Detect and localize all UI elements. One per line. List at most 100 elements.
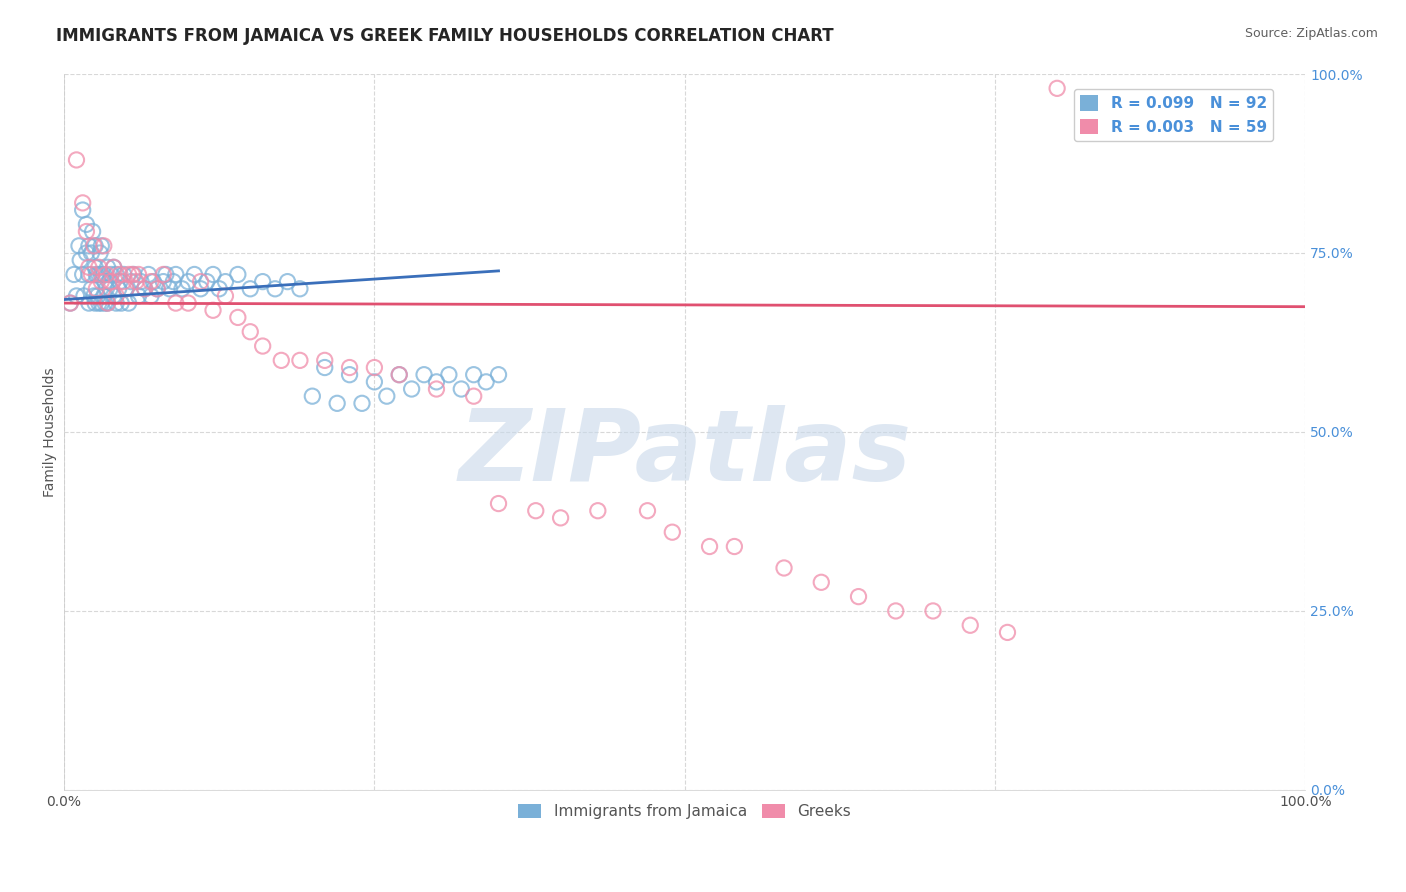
Point — [959, 618, 981, 632]
Point — [177, 275, 200, 289]
Point — [138, 268, 160, 282]
Point — [86, 289, 108, 303]
Point — [121, 268, 143, 282]
Point — [226, 310, 249, 325]
Point — [326, 396, 349, 410]
Point — [80, 246, 103, 260]
Point — [80, 282, 103, 296]
Point — [183, 268, 205, 282]
Point — [586, 504, 609, 518]
Point — [90, 275, 112, 289]
Point — [214, 275, 236, 289]
Point — [103, 289, 125, 303]
Point — [93, 239, 115, 253]
Point — [162, 275, 184, 289]
Point — [139, 289, 162, 303]
Point — [425, 382, 447, 396]
Point — [108, 275, 131, 289]
Point — [699, 540, 721, 554]
Point — [488, 368, 510, 382]
Point — [165, 296, 187, 310]
Point — [165, 268, 187, 282]
Point — [146, 282, 169, 296]
Point — [226, 268, 249, 282]
Point — [463, 389, 485, 403]
Point — [488, 497, 510, 511]
Y-axis label: Family Households: Family Households — [44, 368, 58, 497]
Point — [77, 239, 100, 253]
Point — [129, 275, 152, 289]
Point — [83, 289, 105, 303]
Point — [139, 275, 162, 289]
Point — [773, 561, 796, 575]
Point — [120, 275, 142, 289]
Point — [112, 275, 135, 289]
Point — [63, 268, 86, 282]
Point — [314, 360, 336, 375]
Point — [128, 289, 150, 303]
Point — [105, 289, 128, 303]
Point — [67, 239, 90, 253]
Point — [350, 396, 373, 410]
Point — [90, 239, 112, 253]
Point — [922, 604, 945, 618]
Point — [75, 225, 97, 239]
Point — [108, 268, 131, 282]
Point — [89, 246, 111, 260]
Point — [82, 225, 104, 239]
Point — [72, 195, 94, 210]
Point — [98, 282, 121, 296]
Point — [388, 368, 411, 382]
Point — [177, 296, 200, 310]
Point — [388, 368, 411, 382]
Point — [524, 504, 547, 518]
Point — [170, 282, 193, 296]
Point — [159, 282, 181, 296]
Point — [195, 275, 218, 289]
Point — [90, 296, 112, 310]
Point — [239, 325, 262, 339]
Point — [301, 389, 323, 403]
Point — [72, 268, 94, 282]
Point — [190, 275, 212, 289]
Point — [96, 282, 118, 296]
Point — [723, 540, 745, 554]
Point — [884, 604, 907, 618]
Point — [252, 275, 274, 289]
Point — [87, 260, 110, 275]
Point — [86, 268, 108, 282]
Point — [93, 289, 115, 303]
Point — [117, 268, 139, 282]
Point — [276, 275, 298, 289]
Point — [87, 296, 110, 310]
Point — [96, 296, 118, 310]
Point — [90, 268, 112, 282]
Point — [152, 275, 174, 289]
Point — [122, 268, 145, 282]
Point — [93, 268, 115, 282]
Point — [264, 282, 287, 296]
Point — [848, 590, 870, 604]
Point — [288, 282, 311, 296]
Point — [214, 289, 236, 303]
Point — [363, 360, 385, 375]
Point — [103, 260, 125, 275]
Point — [96, 268, 118, 282]
Point — [425, 375, 447, 389]
Point — [208, 282, 231, 296]
Point — [155, 268, 177, 282]
Legend: Immigrants from Jamaica, Greeks: Immigrants from Jamaica, Greeks — [512, 798, 858, 825]
Point — [77, 260, 100, 275]
Point — [72, 202, 94, 217]
Text: Source: ZipAtlas.com: Source: ZipAtlas.com — [1244, 27, 1378, 40]
Point — [475, 375, 498, 389]
Point — [100, 268, 122, 282]
Point — [73, 289, 96, 303]
Point — [288, 353, 311, 368]
Text: IMMIGRANTS FROM JAMAICA VS GREEK FAMILY HOUSEHOLDS CORRELATION CHART: IMMIGRANTS FROM JAMAICA VS GREEK FAMILY … — [56, 27, 834, 45]
Point — [375, 389, 398, 403]
Point — [65, 289, 87, 303]
Point — [128, 268, 150, 282]
Point — [202, 303, 225, 318]
Point — [550, 511, 572, 525]
